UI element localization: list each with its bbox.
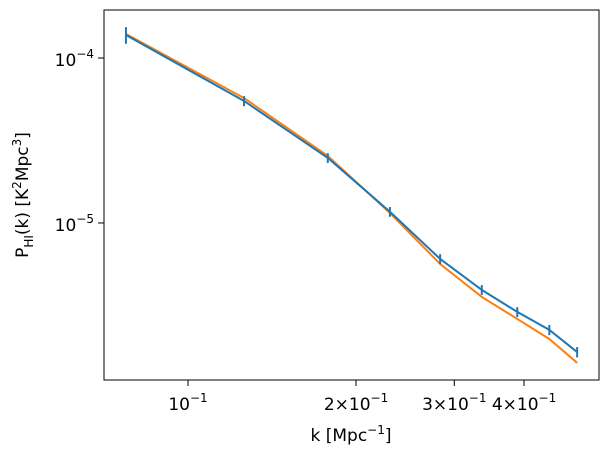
tick-label: 10−4 bbox=[55, 47, 94, 71]
tick-exp: −1 bbox=[371, 391, 389, 405]
tick-base: 10 bbox=[55, 51, 77, 71]
y-label-sup: 2 bbox=[10, 181, 24, 189]
y-label-part: ] bbox=[13, 132, 33, 139]
tick-exp: −5 bbox=[76, 212, 94, 226]
y-label-sub: HI bbox=[22, 235, 36, 248]
x-axis-label: k [Mpc−1] bbox=[310, 423, 391, 446]
tick-label: 3×10−1 bbox=[422, 391, 486, 415]
tick-base: 10 bbox=[55, 216, 77, 236]
tick-exp: −1 bbox=[469, 391, 487, 405]
tick-exp: −1 bbox=[190, 391, 208, 405]
tick-label: 10−1 bbox=[168, 391, 207, 415]
y-label-part: (k) [K bbox=[13, 188, 33, 235]
y-axis-label: PHI(k) [K2Mpc3] bbox=[10, 132, 36, 258]
y-label-sup: 3 bbox=[10, 139, 24, 147]
tick-label: 4×10−1 bbox=[492, 391, 556, 415]
tick-base: 2×10 bbox=[324, 395, 371, 415]
y-label-part: Mpc bbox=[13, 146, 33, 181]
tick-base: 3×10 bbox=[422, 395, 469, 415]
plot-frame bbox=[103, 9, 600, 381]
tick-exp: −1 bbox=[539, 391, 557, 405]
x-label-part: k [Mpc bbox=[310, 426, 367, 446]
tick-base: 10 bbox=[168, 395, 190, 415]
y-label-part: P bbox=[13, 248, 33, 258]
tick-label: 10−5 bbox=[55, 212, 94, 236]
x-label-sup: −1 bbox=[367, 423, 385, 437]
x-label-part: ] bbox=[385, 426, 392, 446]
tick-base: 4×10 bbox=[492, 395, 539, 415]
tick-exp: −4 bbox=[76, 47, 94, 61]
series-line bbox=[125, 34, 578, 353]
tick-label: 2×10−1 bbox=[324, 391, 388, 415]
series-line bbox=[125, 33, 578, 364]
